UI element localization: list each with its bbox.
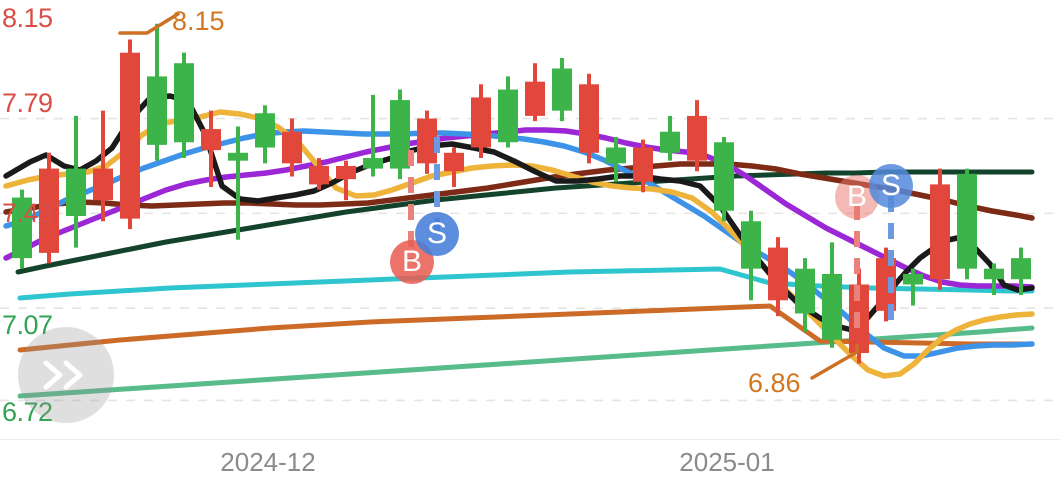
price-axis-label: 7.43: [2, 198, 53, 228]
candle-body: [120, 52, 140, 219]
candle-body: [12, 197, 32, 259]
candle-body: [633, 147, 653, 182]
candle-body: [282, 131, 302, 164]
candle-body: [255, 113, 275, 148]
ma-line-ma120: [15, 169, 1035, 275]
candle-body: [336, 165, 356, 180]
candlestick-series: [12, 23, 1031, 364]
candle-body: [930, 184, 950, 280]
candle-body: [741, 221, 761, 269]
candle-body: [66, 168, 86, 216]
candle-body: [984, 268, 1004, 280]
ma-line-ma20: [3, 128, 1035, 359]
candle-body: [525, 81, 545, 116]
candle-body: [876, 258, 896, 311]
candle-body: [687, 115, 707, 161]
chevron-double-right-icon: [43, 360, 83, 390]
annotation-leader-high: [118, 12, 180, 35]
candle-body: [579, 84, 599, 153]
candle-body: [795, 268, 815, 314]
candle-body: [957, 173, 977, 269]
candle-body: [228, 152, 248, 161]
candle-body: [498, 89, 518, 143]
price-axis-label: 7.79: [2, 88, 53, 118]
candle-body: [471, 97, 491, 148]
candle-body: [552, 68, 572, 111]
annotation-leader-lines: [118, 12, 859, 380]
candle-body: [309, 165, 329, 185]
candle-body: [363, 158, 383, 169]
x-axis-band: 2024-12 2025-01: [0, 439, 1060, 484]
price-axis-label: 8.15: [2, 3, 53, 33]
candle-body: [39, 168, 59, 253]
candle-body: [201, 129, 221, 151]
candle-body: [147, 76, 167, 145]
candle-body: [390, 100, 410, 169]
candle-body: [174, 63, 194, 143]
candle-body: [1011, 258, 1031, 280]
annotation-period-high: 8.15: [172, 6, 225, 36]
candle-body: [822, 273, 842, 340]
candle-body: [606, 147, 626, 164]
trade-marker-label: B: [401, 245, 422, 278]
candle-body: [768, 247, 788, 301]
trade-marker-label: S: [426, 217, 447, 250]
trade-marker-label: B: [846, 180, 867, 213]
annotation-leader-low: [810, 343, 859, 380]
candle-body: [444, 152, 464, 172]
x-axis-tick-label: 2024-12: [220, 447, 316, 477]
ma-line-ma30: [3, 127, 1035, 290]
price-axis-label: 7.07: [2, 310, 53, 340]
price-axis-label: 6.72: [2, 397, 53, 427]
candle-body: [417, 118, 437, 164]
annotation-period-low: 6.86: [748, 368, 801, 398]
ma-line-ma500: [17, 303, 1035, 353]
candle-body: [903, 273, 923, 285]
candle-body: [93, 168, 113, 201]
pager-next-button[interactable]: [18, 327, 114, 423]
candle-body: [660, 131, 680, 153]
trade-marker-label: S: [880, 169, 901, 202]
sell-marker[interactable]: S: [415, 212, 459, 256]
candle-body: [714, 142, 734, 211]
x-axis-tick-label: 2025-01: [679, 447, 775, 477]
sell-marker[interactable]: S: [869, 164, 913, 208]
